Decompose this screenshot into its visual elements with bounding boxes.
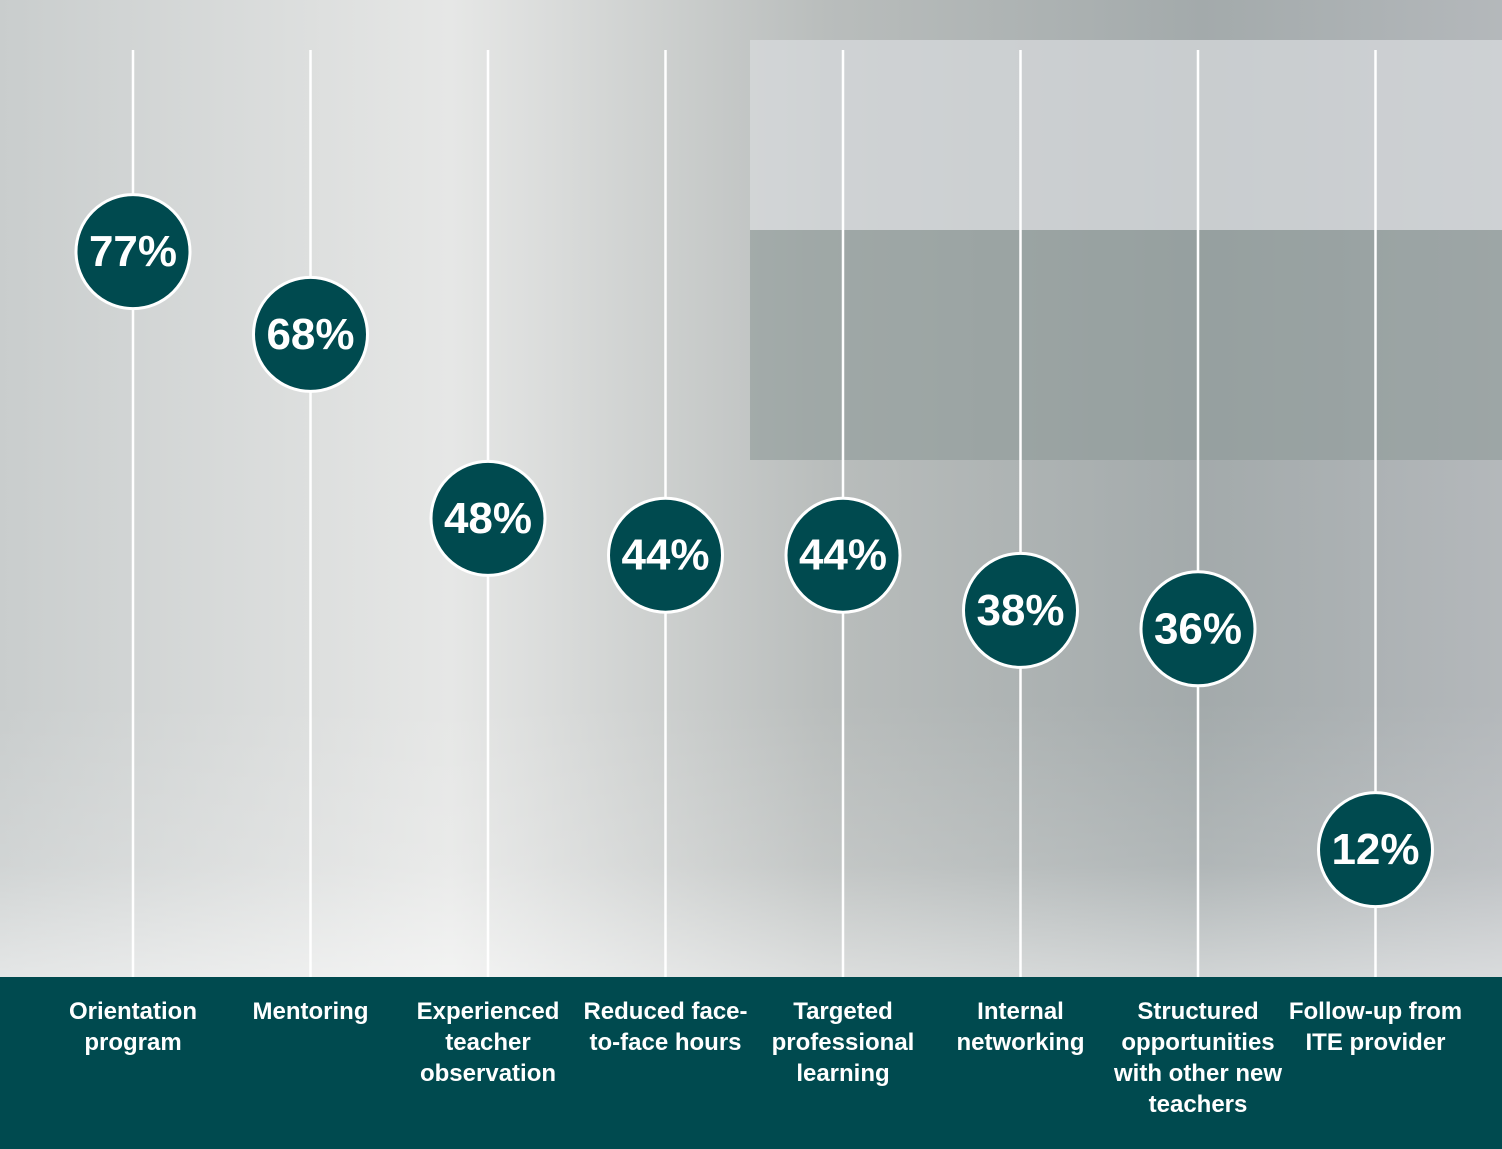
- value-dot: [429, 459, 547, 577]
- value-dot: [1317, 791, 1434, 909]
- background-table: [0, 700, 1502, 977]
- value-dot: [1139, 570, 1257, 688]
- category-label: Orientation program: [68, 998, 197, 1056]
- background-board: [750, 40, 1502, 230]
- value-label: 44%: [621, 531, 709, 580]
- value-label: 38%: [976, 586, 1064, 635]
- value-dot: [74, 193, 192, 311]
- category-label: Targeted professional learning: [771, 998, 915, 1087]
- category-label: Mentoring: [252, 998, 369, 1025]
- category-label: Internal networking: [956, 998, 1085, 1056]
- value-dot: [784, 496, 902, 614]
- value-label: 77%: [89, 227, 177, 276]
- category-label: Structured opportunities with other new …: [1114, 998, 1282, 1118]
- value-dot: [607, 496, 724, 614]
- value-label: 44%: [799, 531, 887, 580]
- value-label: 68%: [266, 310, 354, 359]
- value-label: 12%: [1331, 825, 1419, 874]
- background-wall: [750, 230, 1502, 460]
- category-label: Follow-up from ITE provider: [1288, 998, 1463, 1056]
- label-band: [0, 977, 1502, 1149]
- category-label: Experienced teacher observation: [416, 998, 560, 1087]
- value-dot: [252, 275, 369, 393]
- value-dot: [962, 551, 1079, 669]
- value-label: 48%: [444, 494, 532, 543]
- value-label: 36%: [1154, 604, 1242, 653]
- category-label: Reduced face-to-face hours: [583, 998, 748, 1056]
